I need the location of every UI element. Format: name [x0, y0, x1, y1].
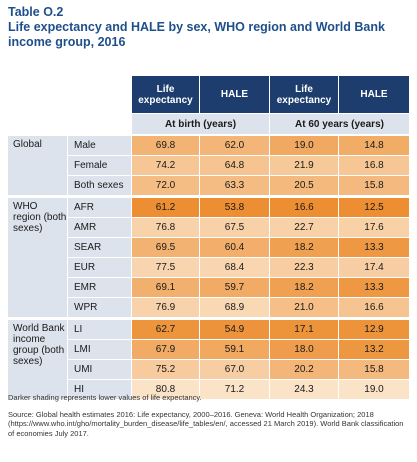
value-cell: 20.2: [270, 360, 338, 379]
value-cell: 74.2: [132, 156, 199, 175]
value-cell: 67.5: [200, 218, 269, 237]
value-cell: 15.8: [339, 176, 409, 195]
value-cell: 64.8: [200, 156, 269, 175]
col-header-life-expectancy-birth: Life expectancy: [132, 76, 199, 113]
subheader-at-birth: At birth (years): [132, 114, 269, 134]
value-cell: 15.8: [339, 360, 409, 379]
value-cell: 18.0: [270, 340, 338, 359]
value-cell: 16.6: [270, 198, 338, 217]
value-cell: 75.2: [132, 360, 199, 379]
value-cell: 24.3: [270, 380, 338, 399]
col-header-hale-birth: HALE: [200, 76, 269, 113]
value-cell: 13.3: [339, 238, 409, 257]
group-label: WHO region (both sexes): [8, 198, 67, 317]
value-cell: 68.4: [200, 258, 269, 277]
value-cell: 16.6: [339, 298, 409, 317]
row-label: Both sexes: [68, 176, 131, 195]
value-cell: 19.0: [339, 380, 409, 399]
row-label: LMI: [68, 340, 131, 359]
value-cell: 18.2: [270, 278, 338, 297]
value-cell: 12.5: [339, 198, 409, 217]
value-cell: 59.1: [200, 340, 269, 359]
value-cell: 62.0: [200, 136, 269, 155]
value-cell: 67.9: [132, 340, 199, 359]
value-cell: 19.0: [270, 136, 338, 155]
value-cell: 17.4: [339, 258, 409, 277]
value-cell: 76.8: [132, 218, 199, 237]
table-title: Life expectancy and HALE by sex, WHO reg…: [8, 20, 385, 49]
value-cell: 17.1: [270, 320, 338, 339]
value-cell: 18.2: [270, 238, 338, 257]
value-cell: 62.7: [132, 320, 199, 339]
row-label: Male: [68, 136, 131, 155]
table-number: Table O.2: [8, 5, 64, 19]
value-cell: 76.9: [132, 298, 199, 317]
row-label: UMI: [68, 360, 131, 379]
col-header-life-expectancy-60: Life expectancy: [270, 76, 338, 113]
value-cell: 20.5: [270, 176, 338, 195]
value-cell: 54.9: [200, 320, 269, 339]
row-label: SEAR: [68, 238, 131, 257]
table-title-block: Table O.2 Life expectancy and HALE by se…: [8, 5, 413, 50]
value-cell: 71.2: [200, 380, 269, 399]
value-cell: 13.2: [339, 340, 409, 359]
value-cell: 68.9: [200, 298, 269, 317]
row-label: HI: [68, 380, 131, 399]
value-cell: 67.0: [200, 360, 269, 379]
row-label: WPR: [68, 298, 131, 317]
row-label: AMR: [68, 218, 131, 237]
row-label: EUR: [68, 258, 131, 277]
value-cell: 22.3: [270, 258, 338, 277]
value-cell: 17.6: [339, 218, 409, 237]
group-label: World Bank income group (both sexes): [8, 320, 67, 399]
value-cell: 72.0: [132, 176, 199, 195]
row-label: LI: [68, 320, 131, 339]
table-notes: Darker shading represents lower values o…: [8, 393, 409, 438]
value-cell: 77.5: [132, 258, 199, 277]
value-cell: 53.8: [200, 198, 269, 217]
source-note: Source: Global health estimates 2016: Li…: [8, 409, 404, 438]
row-label: AFR: [68, 198, 131, 217]
group-label: Global: [8, 136, 67, 195]
col-header-hale-60: HALE: [339, 76, 409, 113]
value-cell: 69.1: [132, 278, 199, 297]
value-cell: 80.8: [132, 380, 199, 399]
value-cell: 69.5: [132, 238, 199, 257]
row-label: EMR: [68, 278, 131, 297]
value-cell: 63.3: [200, 176, 269, 195]
subheader-at-60: At 60 years (years): [270, 114, 409, 134]
value-cell: 21.9: [270, 156, 338, 175]
value-cell: 61.2: [132, 198, 199, 217]
value-cell: 16.8: [339, 156, 409, 175]
value-cell: 59.7: [200, 278, 269, 297]
value-cell: 69.8: [132, 136, 199, 155]
row-label: Female: [68, 156, 131, 175]
value-cell: 22.7: [270, 218, 338, 237]
value-cell: 14.8: [339, 136, 409, 155]
shading-note: Darker shading represents lower values o…: [8, 393, 202, 402]
value-cell: 60.4: [200, 238, 269, 257]
value-cell: 21.0: [270, 298, 338, 317]
value-cell: 13.3: [339, 278, 409, 297]
value-cell: 12.9: [339, 320, 409, 339]
